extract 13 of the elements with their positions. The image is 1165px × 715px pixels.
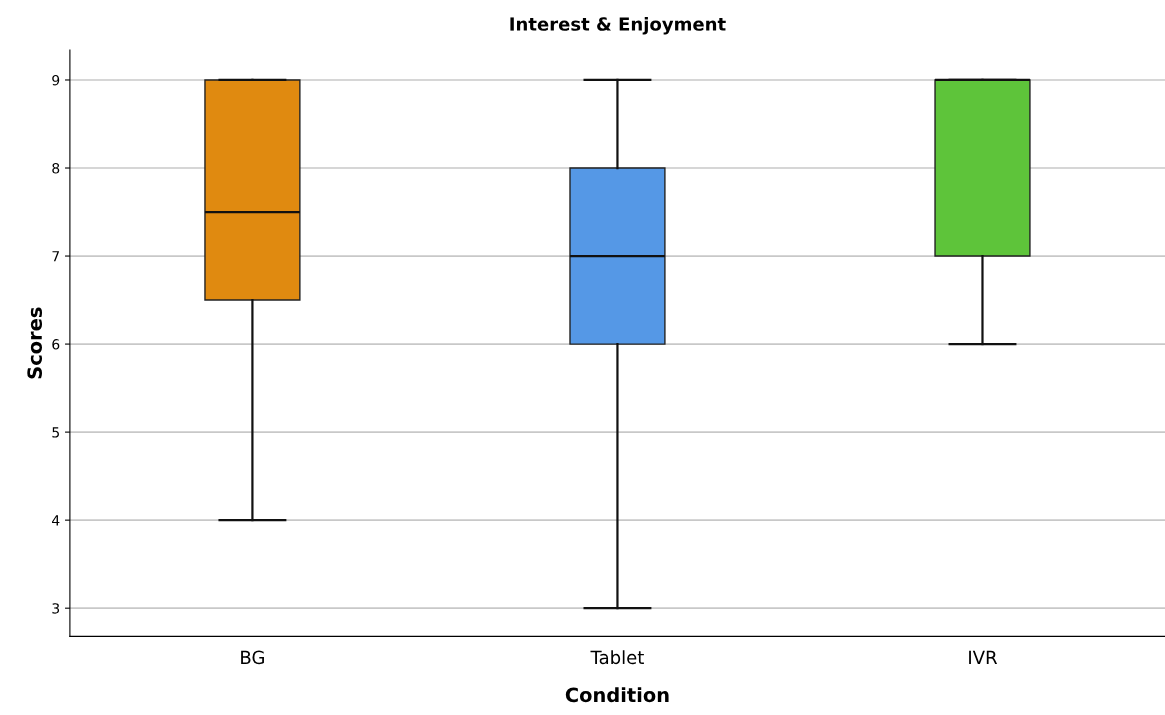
x-tick-label: IVR — [969, 650, 998, 664]
y-tick-label: 4 — [52, 515, 60, 526]
x-tick-label: Tablet — [590, 650, 644, 665]
y-tick-label: 8 — [52, 162, 60, 174]
chart-title: Interest & Enjoyment — [510, 16, 726, 35]
y-axis-title: Scores — [27, 307, 43, 379]
y-tick-label: 7 — [52, 251, 59, 262]
x-axis-title: Condition — [565, 687, 669, 703]
y-tick-label: 3 — [52, 603, 60, 614]
x-tick-label: BG — [241, 650, 264, 665]
y-tick-label: 6 — [52, 339, 60, 350]
y-tick-label: 9 — [52, 74, 60, 86]
y-tick-label: 5 — [52, 427, 59, 438]
